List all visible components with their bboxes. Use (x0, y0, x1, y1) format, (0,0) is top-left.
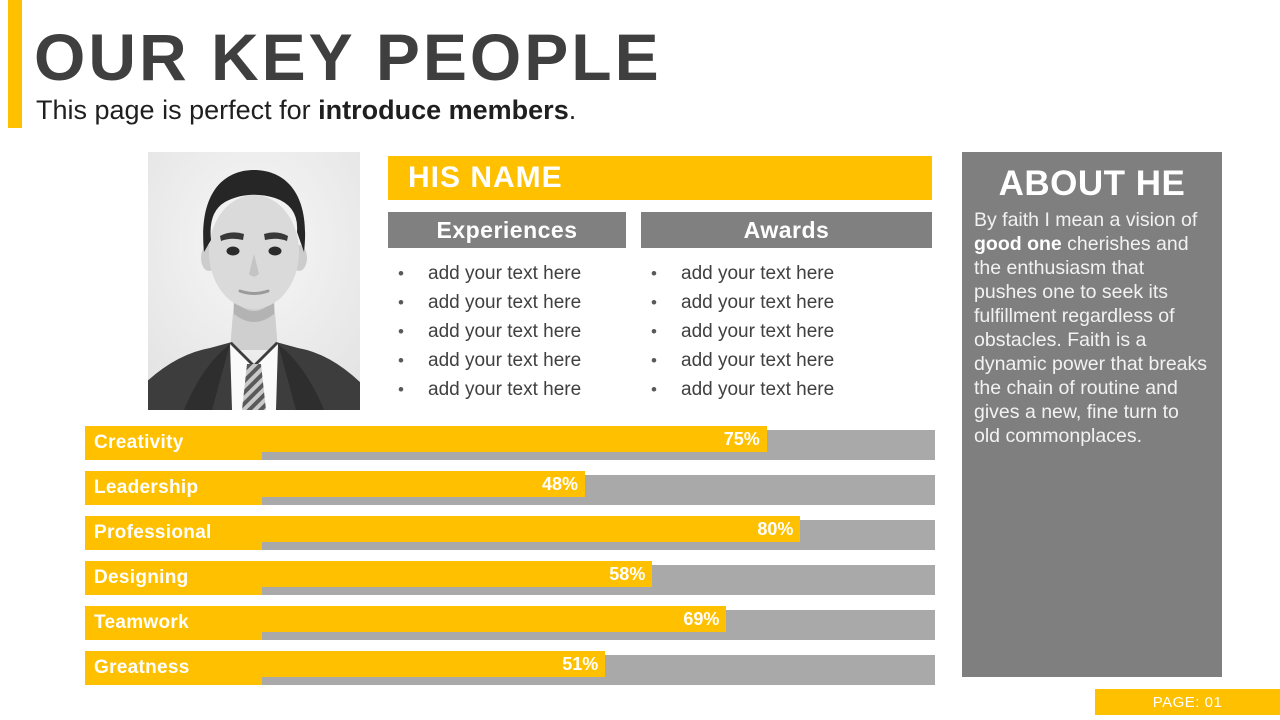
skill-label: Greatness (85, 651, 262, 685)
slide-header: OUR KEY PEOPLE This page is perfect for … (34, 22, 662, 126)
list-item-text: add your text here (681, 321, 835, 342)
bullet-icon: • (398, 380, 404, 399)
bullet-icon: • (398, 322, 404, 341)
skill-name: Designing (94, 567, 189, 588)
skill-row: 75% Creativity (85, 426, 935, 460)
list-item: • add your text here (641, 321, 932, 350)
list-item: • add your text here (641, 379, 932, 408)
bullet-icon: • (651, 293, 657, 312)
list-item-text: add your text here (428, 263, 582, 284)
about-body-suffix: cherishes and the enthusiasm that pushes… (974, 233, 1208, 447)
portrait-illustration (144, 152, 364, 410)
about-body: By faith I mean a vision of good one che… (974, 208, 1210, 448)
experiences-header: Experiences (388, 212, 626, 248)
list-item: • add your text here (388, 321, 626, 350)
accent-stripe (8, 0, 22, 128)
list-item: • add your text here (388, 350, 626, 379)
bar-value-label: 80% (757, 518, 794, 539)
skill-name: Professional (94, 522, 212, 543)
subtitle-suffix: . (568, 95, 577, 125)
skill-row: 48% Leadership (85, 471, 935, 505)
skill-label: Leadership (85, 471, 262, 505)
bullet-icon: • (651, 380, 657, 399)
page-number-badge: PAGE: 01 (1095, 689, 1280, 715)
bar-area: 80% (262, 516, 935, 550)
bar-area: 75% (262, 426, 935, 460)
subtitle-emphasis: introduce members (318, 95, 569, 125)
bar-fill: 48% (262, 471, 586, 497)
about-body-emphasis: good one (974, 233, 1062, 255)
bullet-icon: • (651, 351, 657, 370)
skill-row: 51% Greatness (85, 651, 935, 685)
bar-value-label: 48% (542, 473, 579, 494)
about-body-prefix: By faith I mean a vision of (974, 209, 1198, 231)
list-item-text: add your text here (428, 321, 582, 342)
bar-value-label: 51% (562, 653, 599, 674)
list-item-text: add your text here (681, 379, 835, 400)
list-item: • add your text here (388, 292, 626, 321)
experiences-column: Experiences • add your text here • add your… (388, 212, 626, 408)
list-item-text: add your text here (428, 292, 582, 313)
list-item: • add your text here (641, 350, 932, 379)
about-title: ABOUT HE (998, 164, 1186, 203)
list-item: • add your text here (641, 263, 932, 292)
bar-area: 48% (262, 471, 935, 505)
skill-name: Leadership (94, 477, 199, 498)
list-item-text: add your text here (681, 263, 835, 284)
bar-area: 69% (262, 606, 935, 640)
list-item-text: add your text here (428, 350, 582, 371)
bar-value-label: 75% (723, 428, 760, 449)
member-name: HIS NAME (408, 161, 563, 194)
skill-name: Teamwork (94, 612, 189, 633)
bar-fill: 75% (262, 426, 767, 452)
bullet-icon: • (651, 264, 657, 283)
subtitle-prefix: This page is perfect for (36, 95, 319, 125)
bar-area: 51% (262, 651, 935, 685)
skill-name: Greatness (94, 657, 190, 678)
awards-list: • add your text here • add your text here • a… (641, 263, 932, 408)
skill-label: Designing (85, 561, 262, 595)
page-subtitle: This page is perfect for introduce membe… (36, 94, 662, 126)
bar-fill: 58% (262, 561, 653, 587)
list-item: • add your text here (388, 263, 626, 292)
bullet-icon: • (398, 293, 404, 312)
skill-name: Creativity (94, 432, 184, 453)
list-item: • add your text here (641, 292, 932, 321)
bullet-icon: • (651, 322, 657, 341)
list-item-text: add your text here (681, 292, 835, 313)
skills-bar-chart: 75% Creativity 48% Leadership 80% Professiona… (85, 426, 935, 696)
skill-row: 69% Teamwork (85, 606, 935, 640)
list-item-text: add your text here (681, 350, 835, 371)
list-item: • add your text here (388, 379, 626, 408)
list-item-text: add your text here (428, 379, 582, 400)
skill-row: 58% Designing (85, 561, 935, 595)
bar-value-label: 58% (609, 563, 646, 584)
page-title: OUR KEY PEOPLE (34, 20, 662, 94)
skill-label: Professional (85, 516, 262, 550)
page-number-label: PAGE: 01 (1152, 693, 1223, 711)
bullet-icon: • (398, 351, 404, 370)
awards-column: Awards • add your text here • add your text… (641, 212, 932, 408)
member-photo (144, 152, 364, 410)
member-name-banner: HIS NAME (388, 156, 932, 200)
skill-row: 80% Professional (85, 516, 935, 550)
awards-header: Awards (641, 212, 932, 248)
bar-value-label: 69% (683, 608, 720, 629)
bar-fill: 51% (262, 651, 606, 677)
skill-label: Teamwork (85, 606, 262, 640)
experiences-list: • add your text here • add your text here • a… (388, 263, 626, 408)
skill-label: Creativity (85, 426, 262, 460)
bullet-icon: • (398, 264, 404, 283)
about-panel: ABOUT HE By faith I mean a vision of goo… (962, 152, 1222, 677)
bar-area: 58% (262, 561, 935, 595)
bar-fill: 80% (262, 516, 801, 542)
bar-fill: 69% (262, 606, 727, 632)
